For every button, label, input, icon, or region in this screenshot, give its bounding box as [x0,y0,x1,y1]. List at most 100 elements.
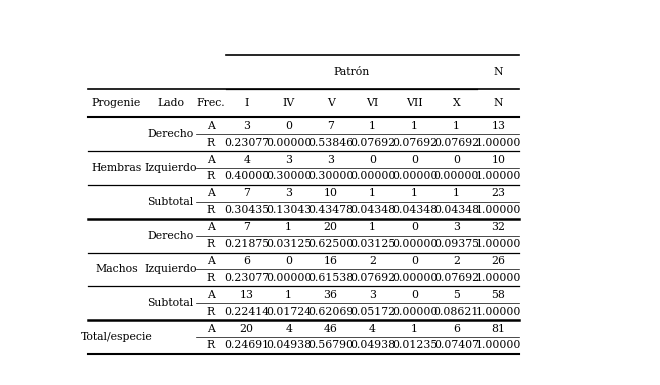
Text: Frec.: Frec. [197,98,225,108]
Text: 0.23077: 0.23077 [224,138,269,148]
Text: 1: 1 [411,121,418,131]
Text: 0.30000: 0.30000 [308,171,353,181]
Text: 0.00000: 0.00000 [266,273,312,283]
Text: A: A [207,256,215,266]
Text: 0.04348: 0.04348 [392,205,437,215]
Text: 0.43478: 0.43478 [308,205,353,215]
Text: 1: 1 [453,121,460,131]
Text: 1.00000: 1.00000 [476,273,521,283]
Text: 0.07692: 0.07692 [350,138,395,148]
Text: 0.13043: 0.13043 [266,205,312,215]
Text: 3: 3 [285,188,292,198]
Text: 20: 20 [240,323,253,333]
Text: Subtotal: Subtotal [147,197,193,207]
Text: 0.03125: 0.03125 [350,239,395,249]
Text: N: N [494,67,503,77]
Text: Derecho: Derecho [147,129,193,139]
Text: 1: 1 [411,188,418,198]
Text: 1.00000: 1.00000 [476,205,521,215]
Text: 0.08621: 0.08621 [434,307,479,317]
Text: A: A [207,155,215,165]
Text: 3: 3 [243,121,250,131]
Text: 1.00000: 1.00000 [476,138,521,148]
Text: Progenie: Progenie [92,98,141,108]
Text: 0.61538: 0.61538 [308,273,353,283]
Text: R: R [207,273,215,283]
Text: 0.01724: 0.01724 [266,307,312,317]
Text: A: A [207,188,215,198]
Text: 3: 3 [327,155,334,165]
Text: 2: 2 [369,256,376,266]
Text: Patrón: Patrón [333,67,370,77]
Text: 0.56790: 0.56790 [308,340,353,350]
Text: 0.04348: 0.04348 [350,205,395,215]
Text: Derecho: Derecho [147,231,193,241]
Text: 0.09375: 0.09375 [434,239,479,249]
Text: 1: 1 [369,121,376,131]
Text: R: R [207,171,215,181]
Text: Machos: Machos [95,264,137,275]
Text: 6: 6 [243,256,250,266]
Text: 0.07692: 0.07692 [350,273,395,283]
Text: 16: 16 [323,256,337,266]
Text: 0: 0 [411,290,418,300]
Text: 0.05172: 0.05172 [350,307,395,317]
Text: 58: 58 [492,290,506,300]
Text: 10: 10 [323,188,337,198]
Text: 1.00000: 1.00000 [476,171,521,181]
Text: 0.04938: 0.04938 [266,340,312,350]
Text: 0.23077: 0.23077 [224,273,269,283]
Text: 0.00000: 0.00000 [392,239,437,249]
Text: 1: 1 [411,323,418,333]
Text: 13: 13 [491,121,506,131]
Text: Lado: Lado [157,98,184,108]
Text: Total/especie: Total/especie [81,332,152,342]
Text: R: R [207,205,215,215]
Text: 23: 23 [491,188,506,198]
Text: 36: 36 [323,290,337,300]
Text: 5: 5 [453,290,460,300]
Text: 46: 46 [323,323,337,333]
Text: 1: 1 [369,222,376,232]
Text: 3: 3 [285,155,292,165]
Text: N: N [494,98,503,108]
Text: IV: IV [282,98,295,108]
Text: 0.00000: 0.00000 [266,138,312,148]
Text: 4: 4 [244,155,250,165]
Text: 4: 4 [285,323,292,333]
Text: 10: 10 [491,155,506,165]
Text: I: I [244,98,249,108]
Text: 0.04348: 0.04348 [434,205,479,215]
Text: 0.00000: 0.00000 [392,171,437,181]
Text: 0: 0 [285,121,292,131]
Text: 0: 0 [411,155,418,165]
Text: R: R [207,239,215,249]
Text: 1.00000: 1.00000 [476,340,521,350]
Text: 13: 13 [240,290,253,300]
Text: 0.62069: 0.62069 [308,307,353,317]
Text: 0.07692: 0.07692 [392,138,437,148]
Text: 0: 0 [453,155,460,165]
Text: 2: 2 [453,256,460,266]
Text: 6: 6 [453,323,460,333]
Text: 0.01235: 0.01235 [392,340,437,350]
Text: 0.04938: 0.04938 [350,340,395,350]
Text: 0: 0 [369,155,376,165]
Text: 0.40000: 0.40000 [224,171,269,181]
Text: 3: 3 [453,222,460,232]
Text: 0.00000: 0.00000 [350,171,395,181]
Text: 7: 7 [244,222,250,232]
Text: 4: 4 [369,323,376,333]
Text: 1: 1 [453,188,460,198]
Text: 26: 26 [491,256,506,266]
Text: 0.03125: 0.03125 [266,239,312,249]
Text: X: X [453,98,460,108]
Text: R: R [207,307,215,317]
Text: R: R [207,340,215,350]
Text: A: A [207,121,215,131]
Text: 7: 7 [244,188,250,198]
Text: 1: 1 [285,290,292,300]
Text: VI: VI [366,98,379,108]
Text: 0.00000: 0.00000 [392,273,437,283]
Text: 3: 3 [369,290,376,300]
